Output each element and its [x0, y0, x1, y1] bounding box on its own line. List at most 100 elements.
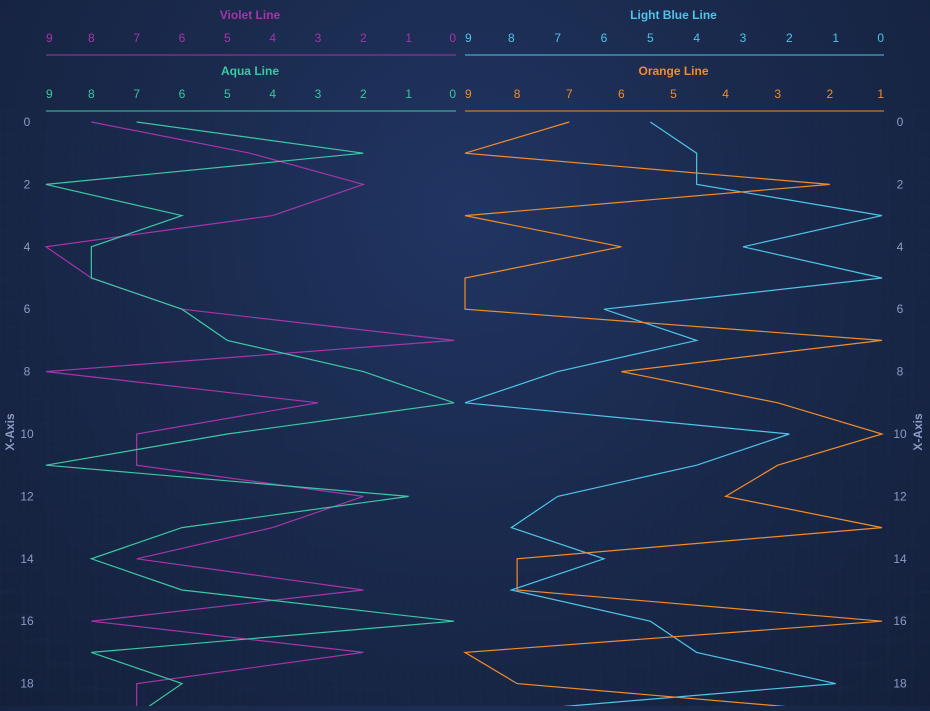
x-tick-left: 12 [20, 489, 34, 503]
orange-line-point-13 [881, 526, 883, 528]
orange-line-tick-label: 1 [877, 87, 884, 101]
x-tick-right: 16 [893, 614, 907, 628]
light-blue-line-tick-label: 1 [832, 31, 839, 45]
orange-line-point-12 [724, 495, 726, 497]
x-tick-left: 4 [24, 240, 31, 254]
orange-line-point-11 [777, 464, 779, 466]
violet-line-point-12 [362, 495, 364, 497]
light-blue-line-point-13 [510, 526, 512, 528]
aqua-line-point-5 [90, 277, 92, 279]
aqua-line-tick-label: 2 [360, 87, 367, 101]
orange-line-point-7 [881, 339, 883, 341]
orange-line-tick-label: 2 [827, 87, 834, 101]
violet-line-point-0 [90, 121, 92, 123]
orange-line-axis-title: Orange Line [638, 64, 708, 78]
grid [0, 111, 930, 706]
violet-line-point-10 [135, 433, 137, 435]
x-tick-right: 6 [897, 302, 904, 316]
orange-line-point-8 [620, 370, 622, 372]
orange-line-tick-label: 5 [670, 87, 677, 101]
light-blue-line-point-15 [510, 589, 512, 591]
x-tick-left: 0 [24, 115, 31, 129]
aqua-line-series-line [45, 121, 455, 711]
light-blue-line-tick-label: 3 [740, 31, 747, 45]
grid-lines [0, 111, 930, 706]
x-tick-left: 16 [20, 614, 34, 628]
violet-line-point-2 [362, 183, 364, 185]
x-tick-left: 2 [24, 177, 31, 191]
orange-line-tick-label: 8 [514, 87, 521, 101]
light-blue-line-point-9 [464, 402, 466, 404]
aqua-line-point-16 [453, 620, 455, 622]
violet-line-point-4 [45, 246, 47, 248]
violet-line-tick-label: 5 [224, 31, 231, 45]
light-blue-line-point-4 [742, 246, 744, 248]
violet-line-point-16 [90, 620, 92, 622]
violet-line-point-14 [135, 558, 137, 560]
x-tick-left: 18 [20, 677, 34, 691]
orange-line-tick-label: 9 [465, 87, 472, 101]
x-tick-right: 2 [897, 177, 904, 191]
orange-line-tick-label: 4 [722, 87, 729, 101]
light-blue-line-tick-label: 6 [601, 31, 608, 45]
violet-line-point-1 [249, 152, 251, 154]
x-tick-right: 0 [897, 115, 904, 129]
aqua-line-tick-label: 4 [269, 87, 276, 101]
x-axis-title-left: X-Axis [3, 413, 17, 451]
aqua-line-point-8 [362, 370, 364, 372]
x-tick-left: 8 [24, 365, 31, 379]
aqua-line-point-14 [90, 558, 92, 560]
light-blue-line-point-16 [649, 620, 651, 622]
aqua-line-tick-label: 5 [224, 87, 231, 101]
violet-line-tick-label: 0 [449, 31, 456, 45]
violet-line-point-11 [135, 464, 137, 466]
aqua-line-point-18 [181, 682, 183, 684]
aqua-line-tick-label: 6 [179, 87, 186, 101]
violet-line-tick-label: 8 [88, 31, 95, 45]
orange-line-point-4 [620, 246, 622, 248]
orange-line-point-14 [516, 558, 518, 560]
violet-line-tick-label: 6 [179, 31, 186, 45]
aqua-line-axis-title: Aqua Line [221, 64, 279, 78]
light-blue-line-point-12 [556, 495, 558, 497]
aqua-line-point-12 [407, 495, 409, 497]
light-blue-line-series-line [464, 121, 883, 711]
orange-line-point-2 [829, 183, 831, 185]
violet-line-point-7 [453, 339, 455, 341]
orange-line-point-18 [516, 682, 518, 684]
light-blue-line-point-5 [881, 277, 883, 279]
orange-line-point-1 [464, 152, 466, 154]
x-tick-right: 18 [893, 677, 907, 691]
aqua-line-point-17 [90, 651, 92, 653]
violet-line-series-line [44, 121, 455, 711]
light-blue-line-point-17 [695, 651, 697, 653]
light-blue-line-tick-label: 2 [786, 31, 793, 45]
orange-line-tick-label: 6 [618, 87, 625, 101]
violet-line-tick-label: 4 [269, 31, 276, 45]
violet-line-tick-label: 1 [405, 31, 412, 45]
orange-line-tick-label: 3 [774, 87, 781, 101]
orange-line-point-9 [777, 402, 779, 404]
light-blue-line-tick-label: 4 [693, 31, 700, 45]
light-blue-line-tick-label: 7 [554, 31, 561, 45]
orange-line-tick-label: 7 [566, 87, 573, 101]
aqua-line-point-11 [45, 464, 47, 466]
violet-line-point-18 [135, 682, 137, 684]
orange-line-point-0 [568, 121, 570, 123]
aqua-line-tick-label: 1 [405, 87, 412, 101]
violet-line-point-3 [271, 214, 273, 216]
light-blue-line-tick-label: 0 [877, 31, 884, 45]
violet-line-point-13 [271, 526, 273, 528]
aqua-line-point-4 [90, 246, 92, 248]
x-tick-left: 14 [20, 552, 34, 566]
orange-line-series-line [463, 121, 885, 711]
light-blue-line-point-6 [603, 308, 605, 310]
aqua-line-tick-label: 0 [449, 87, 456, 101]
violet-line-point-15 [362, 589, 364, 591]
aqua-line-tick-label: 9 [46, 87, 53, 101]
aqua-line-point-6 [181, 308, 183, 310]
violet-line-point-9 [317, 402, 319, 404]
series-layer [44, 121, 885, 711]
